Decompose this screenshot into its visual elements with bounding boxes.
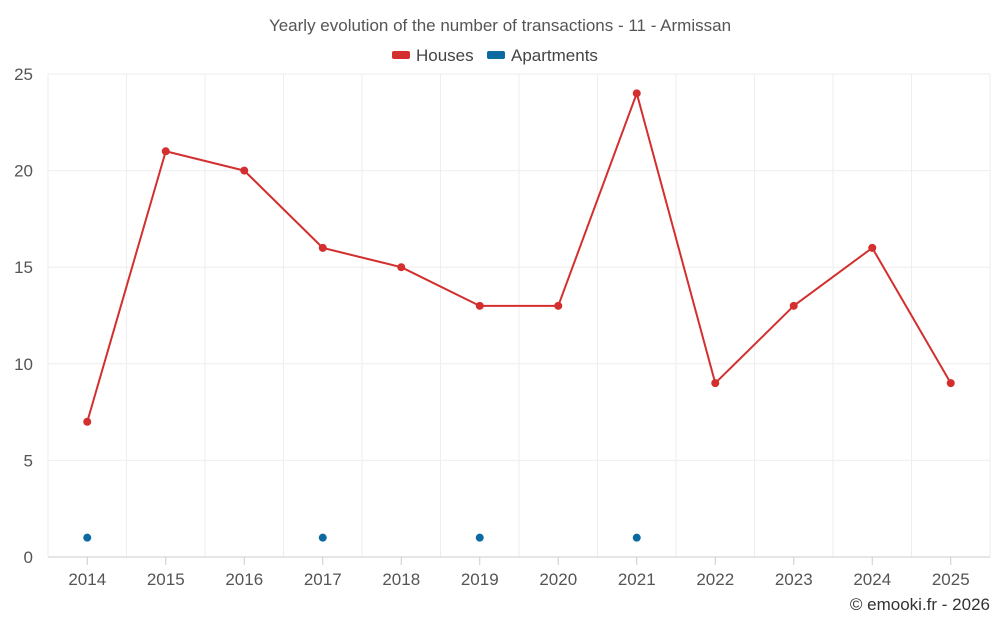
data-point-houses[interactable] xyxy=(475,301,484,310)
x-axis: 2014 2015 2016 2017 2018 2019 2020 2021 2022 2023… xyxy=(48,556,990,589)
x-tick-label: 2016 xyxy=(225,570,263,589)
x-tick-label: 2020 xyxy=(539,570,577,589)
data-point-houses[interactable] xyxy=(946,379,955,388)
series-apartments xyxy=(83,533,641,542)
grid xyxy=(47,73,991,557)
x-tick-label: 2017 xyxy=(304,570,342,589)
x-tick-label: 2019 xyxy=(461,570,499,589)
x-tick-label: 2015 xyxy=(147,570,185,589)
data-point-houses[interactable] xyxy=(789,301,798,310)
series-line-segment-houses xyxy=(164,150,246,172)
y-tick-label: 20 xyxy=(14,162,33,181)
data-point-houses[interactable] xyxy=(318,243,327,252)
legend-label-apartments: Apartments xyxy=(511,46,598,65)
data-point-apartments[interactable] xyxy=(632,533,641,542)
credit-text: © emooki.fr - 2026 xyxy=(850,595,990,614)
x-tick-label: 2018 xyxy=(382,570,420,589)
chart-title: Yearly evolution of the number of transa… xyxy=(269,16,731,35)
series-line-segment-houses xyxy=(321,246,403,269)
series-line-segment-houses xyxy=(243,169,324,249)
legend-item-apartments[interactable]: Apartments xyxy=(487,46,598,65)
x-tick-label: 2021 xyxy=(618,570,656,589)
series-line-segment-houses xyxy=(400,266,481,307)
y-tick-label: 0 xyxy=(24,548,33,567)
x-tick-label: 2023 xyxy=(775,570,813,589)
x-tick-label: 2014 xyxy=(68,570,106,589)
chart-legend: Houses Apartments xyxy=(392,46,598,65)
data-point-apartments[interactable] xyxy=(318,533,327,542)
x-tick-label: 2025 xyxy=(932,570,970,589)
data-point-houses[interactable] xyxy=(868,243,877,252)
series-line-segment-houses xyxy=(557,92,638,307)
series-line-segment-houses xyxy=(86,150,167,423)
data-point-houses[interactable] xyxy=(711,379,720,388)
x-tick-label: 2022 xyxy=(696,570,734,589)
data-point-houses[interactable] xyxy=(240,166,249,175)
y-tick-label: 10 xyxy=(14,355,33,374)
data-point-houses[interactable] xyxy=(632,89,641,98)
series-layer xyxy=(83,89,955,542)
series-line-segment-houses xyxy=(635,92,717,385)
data-point-houses[interactable] xyxy=(161,147,170,156)
y-tick-label: 25 xyxy=(14,65,33,84)
legend-item-houses[interactable]: Houses xyxy=(392,46,474,65)
y-axis: 0 5 10 15 20 25 xyxy=(14,65,33,567)
data-point-apartments[interactable] xyxy=(475,533,484,542)
y-tick-label: 15 xyxy=(14,258,33,277)
series-line-segment-houses xyxy=(714,304,795,385)
x-tick-label: 2024 xyxy=(853,570,891,589)
series-line-segment-houses xyxy=(792,246,874,307)
data-point-apartments[interactable] xyxy=(83,533,92,542)
legend-swatch-houses xyxy=(392,51,410,59)
y-tick-label: 5 xyxy=(24,451,33,470)
series-houses xyxy=(83,89,955,426)
legend-label-houses: Houses xyxy=(416,46,474,65)
series-line-segment-houses xyxy=(871,246,952,385)
data-point-houses[interactable] xyxy=(397,263,406,272)
data-point-houses[interactable] xyxy=(554,301,563,310)
data-point-houses[interactable] xyxy=(83,417,92,426)
legend-swatch-apartments xyxy=(487,51,505,59)
